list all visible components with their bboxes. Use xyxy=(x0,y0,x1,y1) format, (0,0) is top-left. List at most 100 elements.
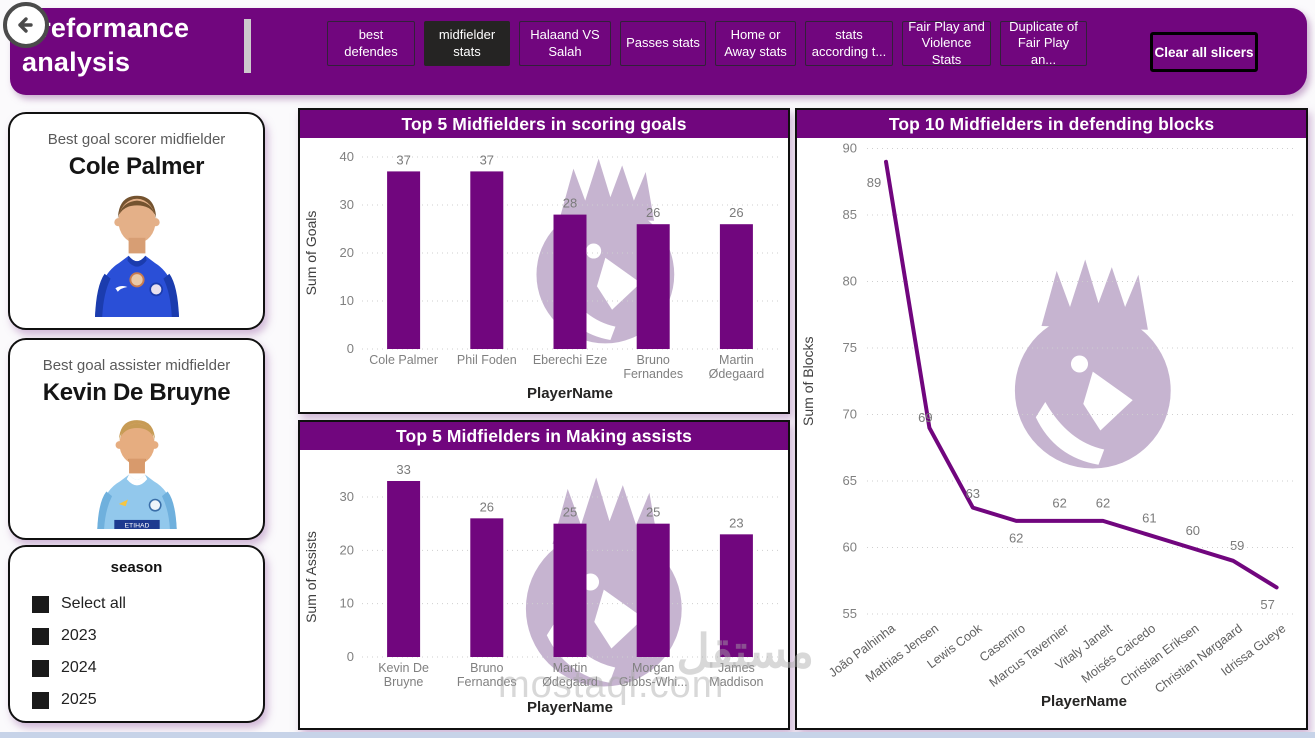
bar-martin-degaard[interactable] xyxy=(553,523,587,657)
season-option-label: 2023 xyxy=(61,627,97,644)
y-tick-label: 60 xyxy=(843,540,857,555)
best-scorer-subtitle: Best goal scorer midfielder xyxy=(47,131,226,148)
checkbox-icon[interactable] xyxy=(32,627,49,645)
season-option-2024[interactable]: 2024 xyxy=(32,652,263,684)
bar-value-label: 25 xyxy=(563,505,577,520)
app-header xyxy=(10,8,1307,95)
y-tick-label: 30 xyxy=(340,197,354,212)
blocks-chart-title: Top 10 Midfielders in defending blocks xyxy=(797,110,1306,138)
goals-chart-title: Top 5 Midfielders in scoring goals xyxy=(300,110,788,138)
x-category-label: Fernandes xyxy=(457,675,517,689)
title-divider xyxy=(244,19,251,73)
bar-eberechi-eze[interactable] xyxy=(553,214,587,349)
y-tick-label: 55 xyxy=(843,606,857,621)
nav-tab-halaand-vs-salah[interactable]: Halaand VS Salah xyxy=(519,21,611,66)
blocks-line-series[interactable] xyxy=(884,159,1279,590)
point-value-label: 57 xyxy=(1260,597,1274,612)
y-tick-label: 10 xyxy=(340,596,354,611)
x-category-label: Bruno xyxy=(637,353,670,367)
point-value-label: 62 xyxy=(1052,495,1066,510)
checkbox-icon[interactable] xyxy=(32,595,49,613)
point-value-label: 62 xyxy=(1096,495,1110,510)
nav-tab-home-or-away-stats[interactable]: Home or Away stats xyxy=(715,21,796,66)
x-axis-title: PlayerName xyxy=(527,699,613,716)
bar-value-label: 33 xyxy=(396,462,410,477)
bar-bruno-fernandes[interactable] xyxy=(636,224,670,349)
x-category-label: James xyxy=(718,661,755,675)
y-tick-label: 30 xyxy=(340,489,354,504)
bar-kevin-de-bruyne[interactable] xyxy=(387,481,421,657)
svg-text:ETIHAD: ETIHAD xyxy=(124,522,149,529)
y-tick-label: 90 xyxy=(843,141,857,156)
x-category-label: Maddison xyxy=(709,675,763,689)
x-axis-title: PlayerName xyxy=(527,385,613,402)
bar-value-label: 25 xyxy=(646,505,660,520)
nav-tab-best-defendes[interactable]: best defendes xyxy=(327,21,415,66)
season-option-label: Select all xyxy=(61,595,126,612)
season-option-select-all[interactable]: Select all xyxy=(32,588,263,620)
x-category-label: Fernandes xyxy=(623,367,683,381)
bar-value-label: 28 xyxy=(563,196,577,211)
canvas-bottom-edge xyxy=(0,732,1315,738)
season-option-label: 2024 xyxy=(61,659,97,676)
y-tick-label: 0 xyxy=(347,649,354,664)
best-scorer-name: Cole Palmer xyxy=(68,153,205,180)
point-value-label: 63 xyxy=(966,486,980,501)
y-tick-label: 20 xyxy=(340,542,354,557)
y-axis-title: Sum of Blocks xyxy=(800,337,816,426)
bar-cole-palmer[interactable] xyxy=(387,171,421,349)
x-category-label: Martin xyxy=(553,661,588,675)
nav-tab-passes-stats[interactable]: Passes stats xyxy=(620,21,706,66)
y-tick-label: 40 xyxy=(340,149,354,164)
goals-chart-card: Top 5 Midfielders in scoring goals 0 10 20… xyxy=(298,108,790,414)
x-category-label: Bruno xyxy=(470,661,503,675)
nav-tab-stats-according-t[interactable]: stats according t... xyxy=(805,21,893,66)
bar-martin-degaard[interactable] xyxy=(719,224,753,349)
x-category-label: Ødegaard xyxy=(542,675,598,689)
bar-value-label: 37 xyxy=(480,152,494,167)
checkbox-icon[interactable] xyxy=(32,691,49,709)
season-option-2023[interactable]: 2023 xyxy=(32,620,263,652)
x-category-label: Morgan xyxy=(632,661,674,675)
nav-tabs: best defendes midfielder stats Halaand VS … xyxy=(327,19,1087,67)
premier-league-lion-watermark xyxy=(1015,260,1171,469)
nav-tab-midfielder-stats[interactable]: midfielder stats xyxy=(424,21,510,66)
best-scorer-card: Best goal scorer midfielder Cole Palmer xyxy=(8,112,265,330)
bar-phil-foden[interactable] xyxy=(470,171,504,349)
x-category-label: Eberechi Eze xyxy=(533,353,607,367)
bar-james-maddison[interactable] xyxy=(719,534,753,657)
checkbox-icon[interactable] xyxy=(32,659,49,677)
y-tick-label: 20 xyxy=(340,245,354,260)
x-category-label: Bruyne xyxy=(384,675,424,689)
x-category-label: Mathias Jensen xyxy=(863,621,941,685)
season-slicer: season Select all 2023 2024 2025 xyxy=(8,545,265,723)
cole-palmer-photo xyxy=(94,195,179,317)
goals-bar-chart: 0 10 20 30 40 Sum of Goals 37 Cole Palmer 37 Phil… xyxy=(303,149,778,402)
page-title-line1: Preformance xyxy=(22,13,190,43)
x-category-label: Ødegaard xyxy=(709,367,765,381)
y-axis-title: Sum of Goals xyxy=(303,211,319,296)
y-tick-label: 75 xyxy=(843,340,857,355)
season-option-2025[interactable]: 2025 xyxy=(32,684,263,716)
y-tick-label: 85 xyxy=(843,207,857,222)
kevin-de-bruyne-photo: ETIHAD xyxy=(96,420,177,529)
back-arrow-icon xyxy=(18,17,33,33)
clear-all-slicers-button[interactable]: Clear all slicers xyxy=(1150,32,1258,72)
nav-tab-fair-play-and-violence-stats[interactable]: Fair Play and Violence Stats xyxy=(902,19,991,67)
season-slicer-title: season xyxy=(110,559,163,576)
point-value-label: 61 xyxy=(1142,511,1156,526)
y-tick-label: 0 xyxy=(347,341,354,356)
nav-tab-duplicate-of-fair-play-an[interactable]: Duplicate of Fair Play an... xyxy=(1000,19,1087,67)
page-title: Preformance analysis xyxy=(22,12,189,80)
bar-value-label: 26 xyxy=(729,205,743,220)
bar-value-label: 26 xyxy=(646,205,660,220)
bar-morgan-gibbs-whi-[interactable] xyxy=(636,523,670,657)
back-button[interactable] xyxy=(3,2,49,48)
point-value-label: 59 xyxy=(1230,538,1244,553)
y-tick-label: 70 xyxy=(843,407,857,422)
y-tick-label: 65 xyxy=(843,473,857,488)
bar-bruno-fernandes[interactable] xyxy=(470,518,504,657)
x-category-label: Phil Foden xyxy=(457,353,517,367)
